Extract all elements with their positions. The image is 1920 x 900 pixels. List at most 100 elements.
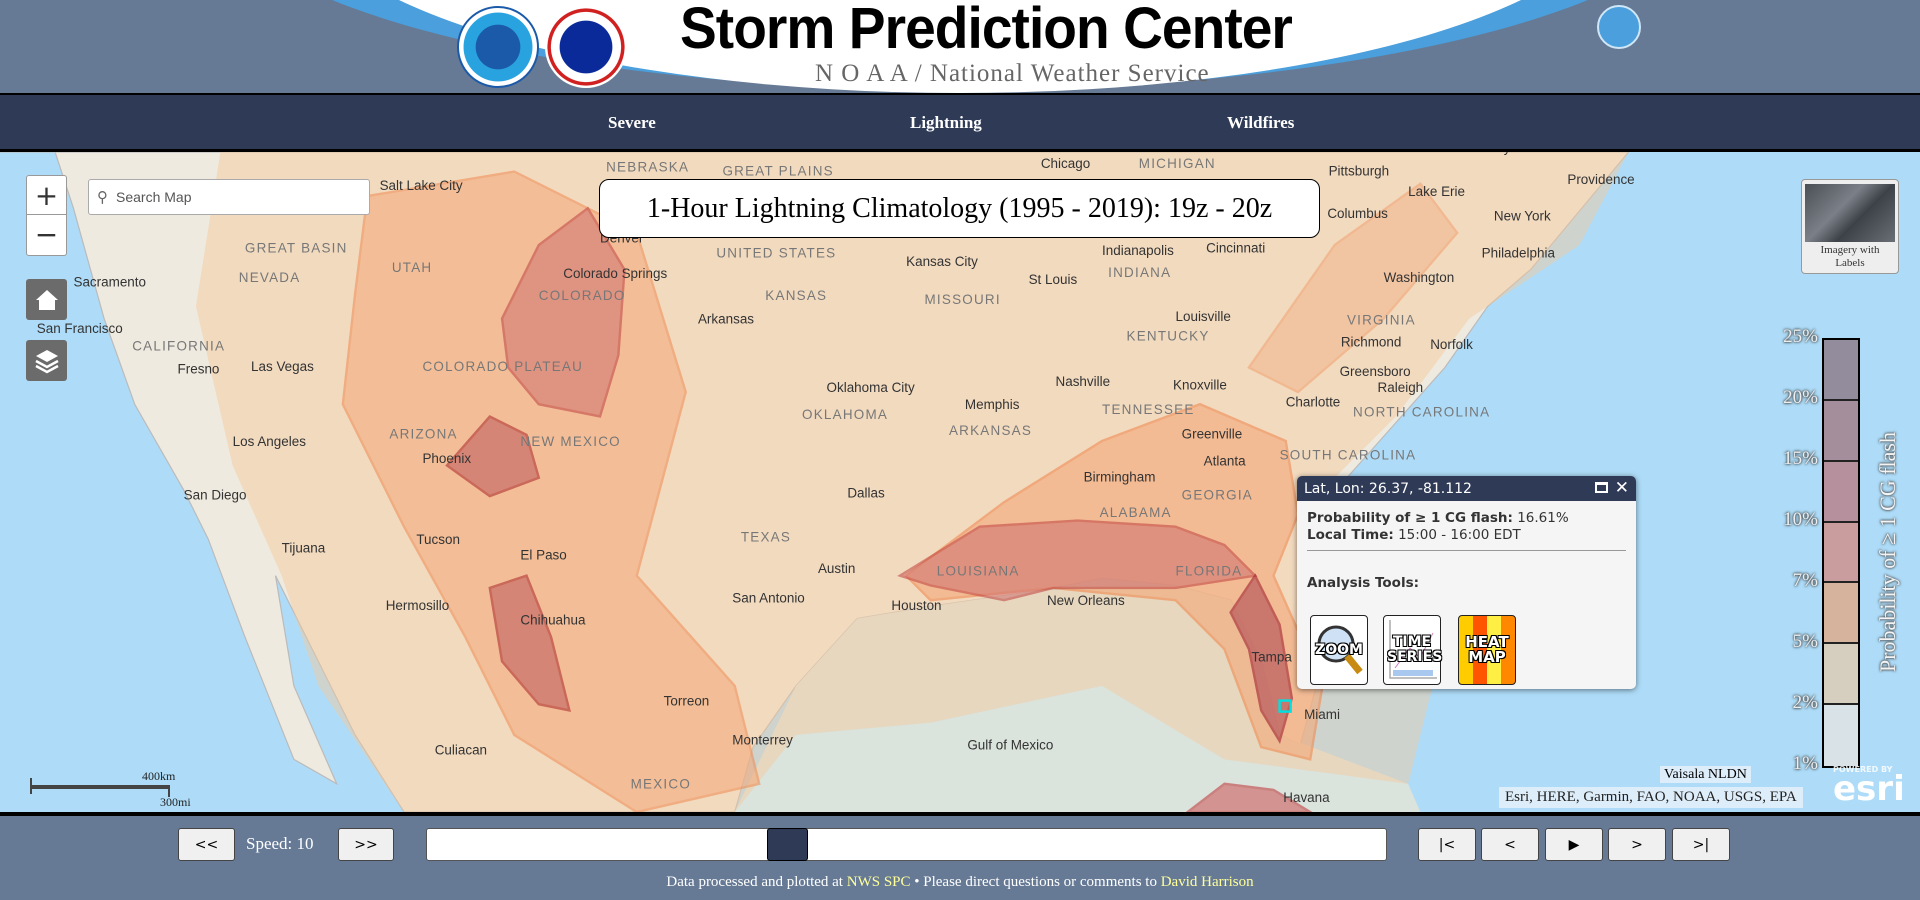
map-label: FLORIDA	[1176, 564, 1243, 579]
basemap-toggle[interactable]: Imagery with Labels	[1801, 179, 1899, 274]
map-label: GEORGIA	[1182, 488, 1253, 503]
last-frame-button[interactable]: >|	[1672, 828, 1730, 861]
map-label: Columbus	[1327, 206, 1388, 221]
map-label: El Paso	[520, 548, 566, 563]
prob-label: Probability of ≥ 1 CG flash:	[1307, 510, 1513, 526]
map-label: San Antonio	[732, 591, 805, 606]
map-title: 1-Hour Lightning Climatology (1995 - 201…	[599, 179, 1320, 238]
lightning-contour-10pct-chihuahua	[488, 574, 572, 712]
map-attribution[interactable]: Esri, HERE, Garmin, FAO, NOAA, USGS, EPA	[1499, 787, 1803, 808]
time-series-chart-icon	[1389, 620, 1437, 679]
contact-link[interactable]: David Harrison	[1160, 874, 1254, 890]
nws-spc-link[interactable]: NWS SPC	[846, 874, 911, 890]
map-label: GREAT PLAINS	[722, 163, 833, 178]
search-placeholder: Search Map	[116, 189, 192, 205]
map-label: Torreon	[664, 693, 710, 708]
zoom-tool-button[interactable]: ZOOM	[1310, 615, 1368, 685]
map-label: Culiacan	[435, 742, 487, 757]
map-label: Raleigh	[1378, 380, 1424, 395]
map-label: KENTUCKY	[1127, 329, 1210, 344]
map-label: Sacramento	[73, 275, 146, 290]
nav-severe[interactable]: Severe	[608, 113, 656, 132]
map-label: Philadelphia	[1482, 245, 1556, 260]
legend-title: Probability of ≥ 1 CG flash	[1875, 431, 1900, 673]
nav-lightning[interactable]: Lightning	[910, 113, 982, 132]
legend-tick-label: 1%	[1792, 753, 1818, 774]
prob-value: 16.61%	[1517, 510, 1569, 526]
zoom-in-button[interactable]: +	[27, 176, 66, 215]
selected-point-marker	[1278, 699, 1292, 713]
home-button[interactable]	[26, 279, 67, 320]
legend-tick-label: 10%	[1783, 509, 1818, 530]
map[interactable]: GREAT PLAINS Chicago MICHIGAN Lake Erie Alba…	[0, 152, 1920, 812]
map-label: NEVADA	[239, 270, 301, 285]
map-label: Oklahoma City	[827, 380, 915, 395]
map-label: NEBRASKA	[606, 160, 689, 175]
site-title: Storm Prediction Center	[680, 0, 1293, 61]
map-label: Louisville	[1176, 309, 1231, 324]
map-label: ALABAMA	[1100, 505, 1172, 520]
map-label: SOUTH CAROLINA	[1280, 447, 1417, 462]
site-subtitle: N O A A / National Weather Service	[815, 60, 1210, 87]
footer-text: Data processed and plotted at	[666, 874, 847, 890]
map-label: MICHIGAN	[1139, 156, 1216, 171]
map-label: ARIZONA	[389, 427, 457, 442]
map-label: Monterrey	[732, 733, 793, 748]
map-label: Fresno	[178, 362, 220, 377]
zoom-out-button[interactable]: −	[34, 218, 59, 251]
heat-map-tool-button[interactable]: HEAT MAP	[1458, 615, 1516, 685]
map-label: Greenville	[1182, 427, 1243, 442]
map-label: UNITED STATES	[716, 245, 836, 260]
map-label: Chihuahua	[520, 613, 586, 628]
map-label: OKLAHOMA	[802, 407, 888, 422]
map-label: Providence	[1567, 172, 1634, 187]
search-input[interactable]: ⚲ Search Map	[88, 179, 370, 215]
legend-swatch	[1824, 583, 1858, 645]
lightning-contour-15pct-florida	[1229, 573, 1294, 745]
maximize-icon[interactable]	[1595, 482, 1608, 493]
previous-frame-button[interactable]: <	[1481, 828, 1539, 861]
zoom-tool-label: ZOOM	[1315, 641, 1363, 658]
legend-swatch	[1824, 644, 1858, 706]
legend-swatch	[1824, 522, 1858, 584]
layers-button[interactable]	[26, 340, 67, 381]
heat-map-tool-label: HEAT MAP	[1465, 633, 1509, 666]
close-icon[interactable]: ✕	[1614, 478, 1629, 498]
lightning-contour-10pct-colorado	[500, 206, 626, 418]
time-slider-thumb[interactable]	[767, 828, 809, 861]
nav-wildfires[interactable]: Wildfires	[1227, 113, 1295, 132]
time-series-tool-button[interactable]: TIME SERIES	[1383, 615, 1442, 685]
scale-km: 400km	[142, 769, 176, 783]
time-label: Local Time:	[1307, 527, 1394, 543]
lightning-contour-5pct	[341, 170, 761, 812]
map-label: Dallas	[847, 485, 885, 500]
map-label: Tucson	[416, 532, 460, 547]
popup-header: Lat, Lon: 26.37, -81.112 ✕	[1297, 476, 1636, 501]
legend-colorbar	[1822, 338, 1860, 768]
play-button[interactable]: ▶	[1545, 828, 1603, 861]
map-label: Tijuana	[282, 540, 326, 555]
slower-button[interactable]: <<	[178, 828, 235, 861]
esri-wordmark: esri	[1833, 769, 1905, 809]
first-frame-button[interactable]: |<	[1418, 828, 1476, 861]
faster-button[interactable]: >>	[338, 828, 394, 861]
map-label: Charlotte	[1286, 395, 1341, 410]
map-label: New York	[1494, 209, 1551, 224]
map-label: Chicago	[1041, 156, 1090, 171]
map-label: ARKANSAS	[949, 423, 1032, 438]
search-icon: ⚲	[97, 188, 108, 206]
layers-icon	[34, 349, 59, 373]
map-label: UTAH	[392, 260, 433, 275]
legend-swatch	[1824, 400, 1858, 462]
map-label: Knoxville	[1173, 378, 1227, 393]
scale-mi: 300mi	[160, 795, 191, 809]
map-label: Cincinnati	[1206, 240, 1265, 255]
map-label: Norfolk	[1430, 337, 1473, 352]
doc-seal-logo	[1597, 5, 1641, 49]
map-label: COLORADO PLATEAU	[422, 359, 583, 374]
time-slider[interactable]	[426, 828, 1387, 861]
map-label: Albany	[1469, 152, 1510, 155]
map-label: MEXICO	[631, 777, 691, 792]
main-nav: Severe Lightning Wildfires	[0, 93, 1920, 152]
next-frame-button[interactable]: >	[1608, 828, 1666, 861]
